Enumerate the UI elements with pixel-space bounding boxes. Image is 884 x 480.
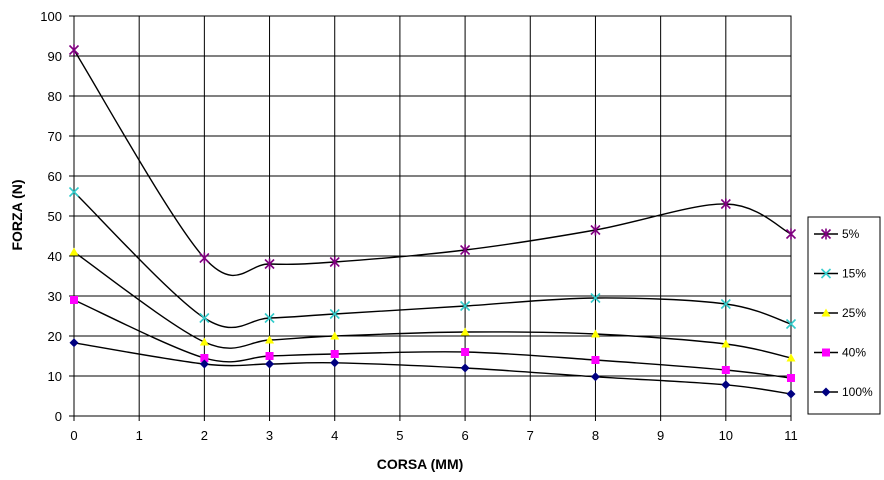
data-point-series-3 xyxy=(70,296,78,304)
series-line-0 xyxy=(73,49,792,277)
data-point-series-4 xyxy=(69,338,79,348)
data-point-series-4 xyxy=(199,359,209,369)
x-tick-label: 10 xyxy=(719,428,733,443)
data-point-series-2 xyxy=(721,339,731,348)
data-point-series-4 xyxy=(330,358,340,368)
x-tick-label: 3 xyxy=(266,428,273,443)
data-point-series-1 xyxy=(590,292,601,304)
legend-marker xyxy=(822,348,830,357)
legend-label: 100% xyxy=(842,385,873,399)
y-axis-title: FORZA (N) xyxy=(9,179,25,250)
legend-marker xyxy=(821,387,831,397)
legend-label: 5% xyxy=(842,227,860,241)
data-point-series-2 xyxy=(265,335,275,344)
data-point-series-0 xyxy=(68,44,80,56)
data-point-series-2 xyxy=(460,327,470,336)
y-tick-label: 90 xyxy=(48,49,62,64)
data-point-series-1 xyxy=(329,308,340,320)
y-tick-label: 80 xyxy=(48,89,62,104)
data-point-series-1 xyxy=(264,312,275,324)
y-tick-label: 50 xyxy=(48,209,62,224)
x-tick-label: 5 xyxy=(396,428,403,443)
data-point-series-1 xyxy=(720,298,731,310)
data-point-series-2 xyxy=(786,353,796,362)
data-point-series-4 xyxy=(460,363,470,373)
y-tick-label: 70 xyxy=(48,129,62,144)
data-point-series-3 xyxy=(265,352,274,360)
x-tick-label: 6 xyxy=(461,428,468,443)
y-tick-label: 40 xyxy=(48,249,62,264)
data-point-series-1 xyxy=(68,186,80,198)
x-tick-label: 0 xyxy=(70,428,77,443)
data-point-series-3 xyxy=(591,356,600,364)
y-tick-label: 20 xyxy=(48,329,62,344)
data-point-series-2 xyxy=(69,247,79,256)
data-point-series-2 xyxy=(199,337,209,346)
y-tick-label: 60 xyxy=(48,169,62,184)
data-point-series-3 xyxy=(461,348,470,356)
data-point-series-0 xyxy=(329,256,340,268)
legend-label: 15% xyxy=(842,267,866,281)
x-tick-label: 1 xyxy=(136,428,143,443)
x-axis-title: CORSA (MM) xyxy=(377,456,464,472)
legend-box xyxy=(807,216,881,415)
series-line-2 xyxy=(73,251,792,359)
data-point-series-3 xyxy=(787,374,795,382)
data-point-series-0 xyxy=(720,198,731,210)
data-point-series-0 xyxy=(460,244,471,256)
data-point-series-2 xyxy=(590,329,600,338)
data-point-series-4 xyxy=(265,359,275,369)
x-tick-label: 9 xyxy=(657,428,664,443)
legend-label: 25% xyxy=(842,306,866,320)
data-point-series-0 xyxy=(590,224,601,236)
data-point-series-4 xyxy=(590,372,600,382)
data-point-series-1 xyxy=(785,318,797,330)
data-point-series-0 xyxy=(264,258,275,270)
y-tick-label: 30 xyxy=(48,289,62,304)
legend-marker xyxy=(820,228,832,240)
y-tick-label: 0 xyxy=(55,409,62,424)
y-tick-label: 10 xyxy=(48,369,62,384)
data-point-series-2 xyxy=(330,331,340,340)
data-point-series-3 xyxy=(330,350,339,358)
y-tick-label: 100 xyxy=(40,9,62,24)
series-line-4 xyxy=(73,342,792,395)
data-point-series-1 xyxy=(199,312,210,324)
legend-marker xyxy=(820,268,832,279)
x-tick-label: 8 xyxy=(592,428,599,443)
x-tick-label: 7 xyxy=(527,428,534,443)
data-point-series-3 xyxy=(200,354,209,362)
data-point-series-4 xyxy=(721,380,731,390)
x-tick-label: 11 xyxy=(784,428,798,443)
data-point-series-4 xyxy=(786,389,796,399)
x-tick-label: 2 xyxy=(201,428,208,443)
series-line-1 xyxy=(73,191,792,329)
data-point-series-0 xyxy=(785,228,797,240)
data-point-series-0 xyxy=(199,252,210,264)
legend-label: 40% xyxy=(842,346,866,360)
x-tick-label: 4 xyxy=(331,428,338,443)
data-point-series-3 xyxy=(721,366,730,374)
data-point-series-1 xyxy=(460,300,471,312)
legend-marker xyxy=(821,308,831,317)
